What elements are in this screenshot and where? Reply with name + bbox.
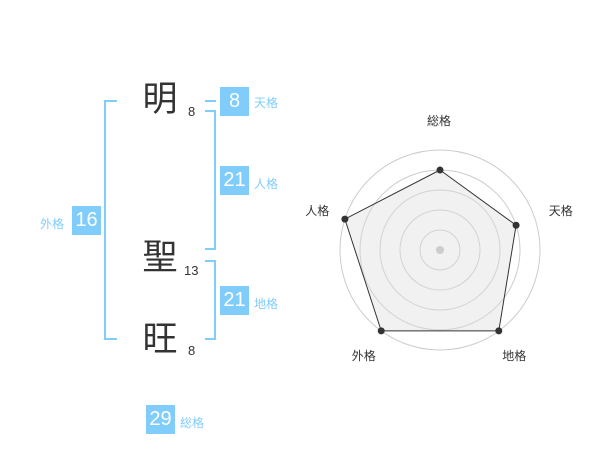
radar-axis-label: 人格 — [305, 203, 330, 218]
radar-ring — [419, 229, 461, 271]
gaikaku-label: 外格 — [40, 217, 65, 231]
chikaku-value: 21 — [220, 286, 249, 315]
name-char-1: 明 — [142, 80, 178, 120]
jinkaku-label: 人格 — [254, 177, 279, 191]
stroke-count-3: 8 — [188, 343, 196, 358]
stroke-count-1: 8 — [188, 104, 196, 119]
tenkaku-label: 天格 — [254, 96, 279, 110]
radar-ring — [379, 189, 501, 311]
radar-center — [436, 246, 444, 254]
radar-axis-label: 外格 — [351, 349, 376, 364]
radar-axis-label: 総格 — [427, 114, 452, 128]
tenkaku-value: 8 — [220, 87, 249, 116]
radar-ring — [399, 209, 481, 291]
name-char-2: 聖 — [142, 238, 178, 278]
jinkaku-value: 21 — [220, 166, 249, 195]
radar-axis-label: 天格 — [548, 203, 573, 218]
radar-point — [377, 327, 385, 335]
radar-point — [341, 215, 349, 223]
radar-point — [512, 221, 520, 229]
radar-point — [436, 166, 444, 174]
stroke-count-2: 13 — [184, 263, 199, 278]
tenkaku-connector — [205, 100, 216, 102]
radar-axis-label: 地格 — [502, 349, 527, 364]
radar-point — [495, 327, 503, 335]
soukaku-value: 29 — [146, 405, 175, 434]
gaikaku-value: 16 — [72, 206, 101, 235]
chikaku-label: 地格 — [254, 297, 279, 311]
name-char-3: 旺 — [142, 320, 178, 360]
radar-area — [344, 169, 517, 332]
soukaku-label: 総格 — [180, 416, 205, 430]
